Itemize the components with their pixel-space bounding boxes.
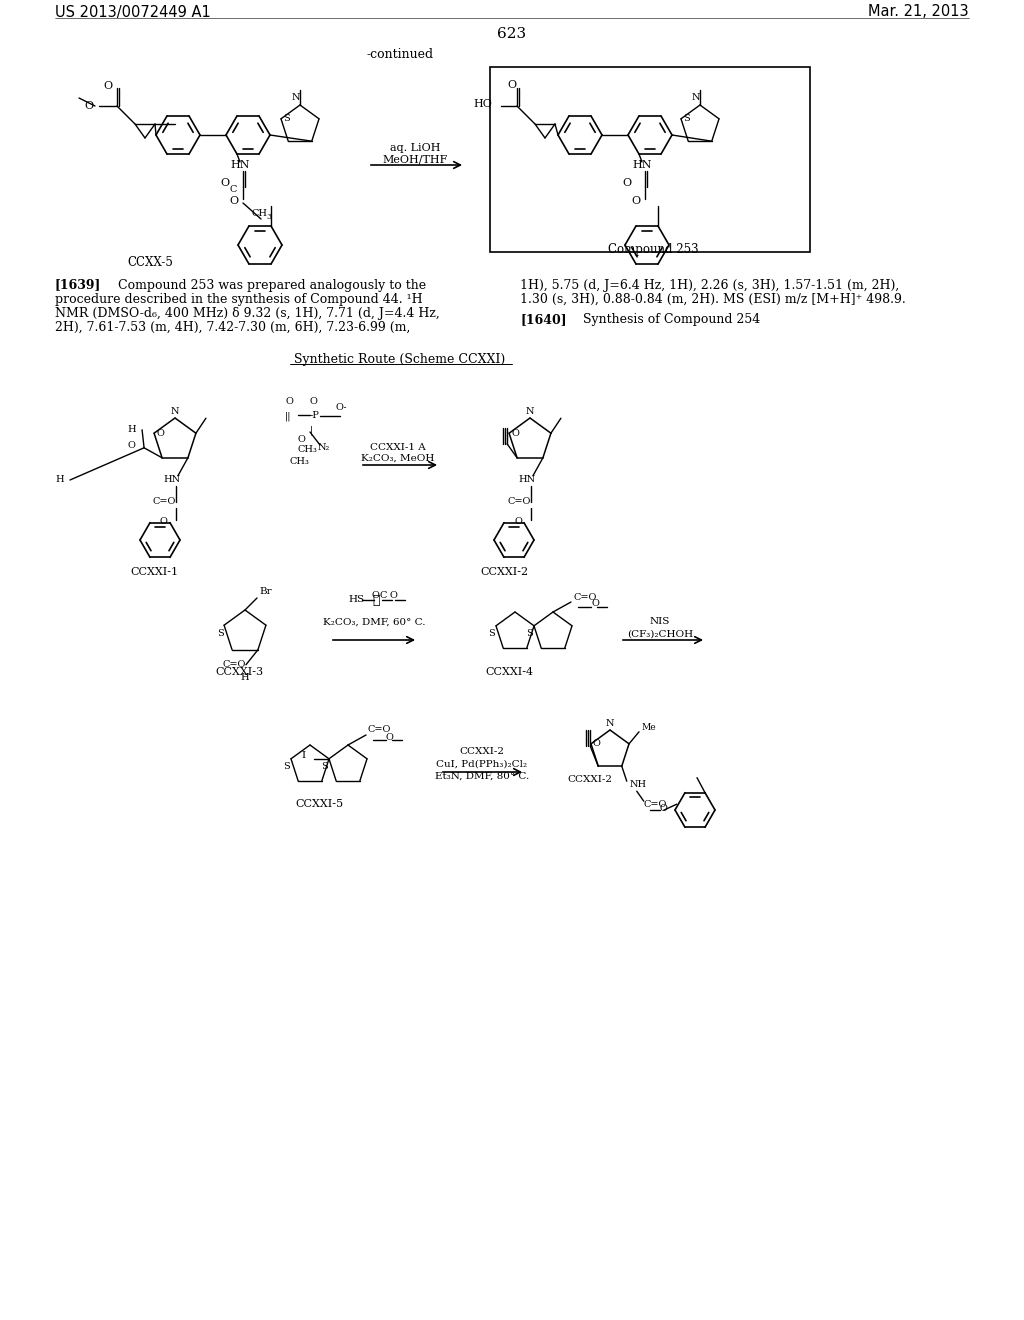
Text: S: S [322, 763, 329, 771]
Text: Synthesis of Compound 254: Synthesis of Compound 254 [575, 314, 760, 326]
Text: NH: NH [630, 780, 647, 788]
Text: CH₃: CH₃ [298, 446, 317, 454]
Text: HO: HO [473, 99, 493, 110]
Text: O: O [156, 429, 164, 438]
Text: Mar. 21, 2013: Mar. 21, 2013 [868, 4, 969, 20]
Text: K₂CO₃, DMF, 60° C.: K₂CO₃, DMF, 60° C. [323, 618, 425, 627]
Text: 3: 3 [266, 213, 271, 220]
Text: S: S [284, 763, 291, 771]
Text: HN: HN [518, 475, 536, 484]
Text: ||: || [285, 412, 292, 421]
Bar [490, 67, 810, 252]
Text: O: O [310, 397, 317, 407]
Text: C=O: C=O [573, 593, 596, 602]
Text: Me: Me [641, 723, 655, 733]
Text: H: H [55, 475, 63, 484]
Text: Synthetic Route (Scheme CCXXI): Synthetic Route (Scheme CCXXI) [294, 354, 506, 367]
Text: O: O [84, 102, 93, 111]
Text: [1639]: [1639] [55, 279, 101, 292]
Text: HN: HN [230, 160, 250, 170]
Text: 1H), 5.75 (d, J=6.4 Hz, 1H), 2.26 (s, 3H), 1.57-1.51 (m, 2H),: 1H), 5.75 (d, J=6.4 Hz, 1H), 2.26 (s, 3H… [520, 279, 899, 292]
Text: N: N [292, 92, 300, 102]
Text: [1640]: [1640] [520, 314, 566, 326]
Text: C=O: C=O [507, 498, 530, 507]
Text: H: H [240, 673, 249, 682]
Text: 1.30 (s, 3H), 0.88-0.84 (m, 2H). MS (ESI) m/z [M+H]⁺ 498.9.: 1.30 (s, 3H), 0.88-0.84 (m, 2H). MS (ESI… [520, 293, 906, 305]
Text: S: S [526, 630, 534, 639]
Text: CCXXI-4: CCXXI-4 [485, 667, 534, 677]
Text: 2H), 7.61-7.53 (m, 4H), 7.42-7.30 (m, 6H), 7.23-6.99 (m,: 2H), 7.61-7.53 (m, 4H), 7.42-7.30 (m, 6H… [55, 321, 411, 334]
Text: O: O [593, 739, 601, 748]
Text: |: | [310, 425, 313, 434]
Text: Compound 253: Compound 253 [607, 243, 698, 256]
Text: S: S [488, 630, 496, 639]
Text: CCXXI-2: CCXXI-2 [567, 776, 612, 784]
Text: C: C [229, 185, 237, 194]
Text: O: O [285, 397, 293, 407]
Text: O: O [160, 517, 168, 527]
Text: C=O: C=O [153, 498, 176, 507]
Text: O: O [372, 591, 380, 601]
Text: CCXXI-2: CCXXI-2 [480, 568, 528, 577]
Text: CCXXI-5: CCXXI-5 [295, 799, 343, 809]
Text: C: C [380, 591, 387, 601]
Text: C=O: C=O [644, 800, 667, 809]
Text: CH₃: CH₃ [290, 458, 310, 466]
Text: CCXXI-2: CCXXI-2 [460, 747, 505, 756]
Text: Br: Br [259, 587, 271, 597]
Text: O-: O- [335, 404, 346, 412]
Text: HN: HN [163, 475, 180, 484]
Text: O: O [298, 436, 306, 445]
Text: MeOH/THF: MeOH/THF [382, 154, 447, 165]
Text: HN: HN [632, 160, 651, 170]
Text: aq. LiOH: aq. LiOH [390, 143, 440, 153]
Text: C=O: C=O [368, 726, 391, 734]
Text: O: O [229, 195, 239, 206]
Text: procedure described in the synthesis of Compound 44. ¹H: procedure described in the synthesis of … [55, 293, 423, 305]
Text: HS: HS [348, 595, 365, 605]
Text: US 2013/0072449 A1: US 2013/0072449 A1 [55, 4, 211, 20]
Text: O: O [507, 81, 516, 90]
Text: N: N [526, 408, 535, 417]
Text: -continued: -continued [367, 49, 433, 62]
Text: O: O [511, 429, 519, 438]
Text: NIS: NIS [650, 618, 670, 627]
Text: N: N [171, 408, 179, 417]
Text: CH: CH [251, 209, 267, 218]
Text: O: O [386, 733, 394, 742]
Text: O: O [659, 804, 668, 813]
Text: Compound 253 was prepared analogously to the: Compound 253 was prepared analogously to… [110, 279, 426, 292]
Text: (CF₃)₂CHOH: (CF₃)₂CHOH [627, 630, 693, 639]
Text: O: O [220, 178, 229, 187]
Text: CCXXI-1 A: CCXXI-1 A [370, 442, 426, 451]
Text: Et₃N, DMF, 80° C.: Et₃N, DMF, 80° C. [435, 771, 529, 780]
Text: ⁀: ⁀ [372, 594, 380, 606]
Text: O: O [515, 517, 523, 527]
Text: O: O [103, 81, 112, 91]
Text: CCXXI-1: CCXXI-1 [130, 568, 178, 577]
Text: CCXX-5: CCXX-5 [127, 256, 173, 268]
Text: NMR (DMSO-d₆, 400 MHz) δ 9.32 (s, 1H), 7.71 (d, J=4.4 Hz,: NMR (DMSO-d₆, 400 MHz) δ 9.32 (s, 1H), 7… [55, 306, 439, 319]
Text: H: H [127, 425, 136, 434]
Text: O: O [632, 195, 641, 206]
Text: I: I [301, 751, 305, 760]
Text: O: O [591, 599, 599, 609]
Text: S: S [283, 115, 290, 123]
Text: O: O [127, 441, 135, 450]
Text: N: N [692, 92, 700, 102]
Text: O: O [622, 178, 631, 187]
Text: K₂CO₃, MeOH: K₂CO₃, MeOH [361, 454, 434, 462]
Text: C=O: C=O [222, 660, 246, 669]
Text: N₂: N₂ [318, 444, 331, 453]
Text: O: O [390, 591, 398, 601]
Text: CuI, Pd(PPh₃)₂Cl₂: CuI, Pd(PPh₃)₂Cl₂ [436, 759, 527, 768]
Text: S: S [683, 115, 690, 123]
Text: -P: -P [310, 412, 319, 421]
Text: 623: 623 [498, 26, 526, 41]
Text: N: N [606, 719, 614, 729]
Text: S: S [217, 628, 223, 638]
Text: CCXXI-3: CCXXI-3 [215, 667, 263, 677]
